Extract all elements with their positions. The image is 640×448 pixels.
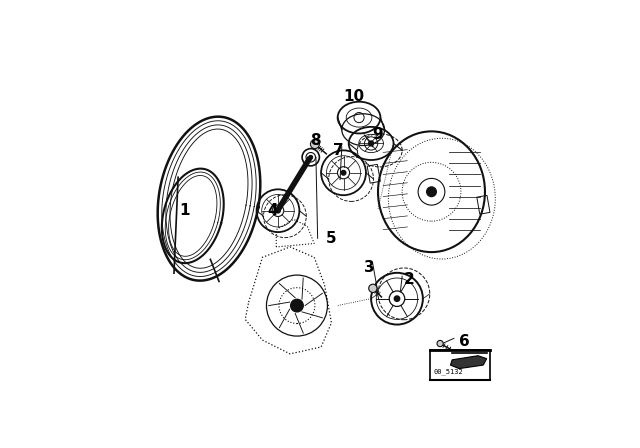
Circle shape: [437, 340, 444, 347]
Text: 8: 8: [310, 133, 321, 147]
Circle shape: [309, 156, 312, 159]
Text: 9: 9: [372, 127, 383, 142]
Circle shape: [369, 141, 374, 146]
Circle shape: [291, 299, 303, 312]
Text: 10: 10: [343, 90, 364, 104]
Text: 2: 2: [404, 272, 415, 287]
Circle shape: [427, 187, 436, 197]
Circle shape: [394, 296, 400, 302]
Text: 1: 1: [180, 203, 190, 218]
Bar: [367, 164, 380, 183]
Text: 4: 4: [268, 203, 278, 218]
Text: 6: 6: [459, 334, 470, 349]
Text: 3: 3: [364, 260, 374, 275]
Text: 7: 7: [333, 143, 344, 158]
Polygon shape: [451, 356, 486, 369]
Circle shape: [310, 140, 319, 149]
Text: 00_5132: 00_5132: [434, 368, 463, 375]
Circle shape: [369, 284, 377, 293]
Bar: [477, 195, 490, 214]
Text: 5: 5: [326, 231, 337, 246]
Circle shape: [341, 171, 346, 175]
Circle shape: [276, 208, 280, 213]
Bar: [430, 350, 490, 380]
